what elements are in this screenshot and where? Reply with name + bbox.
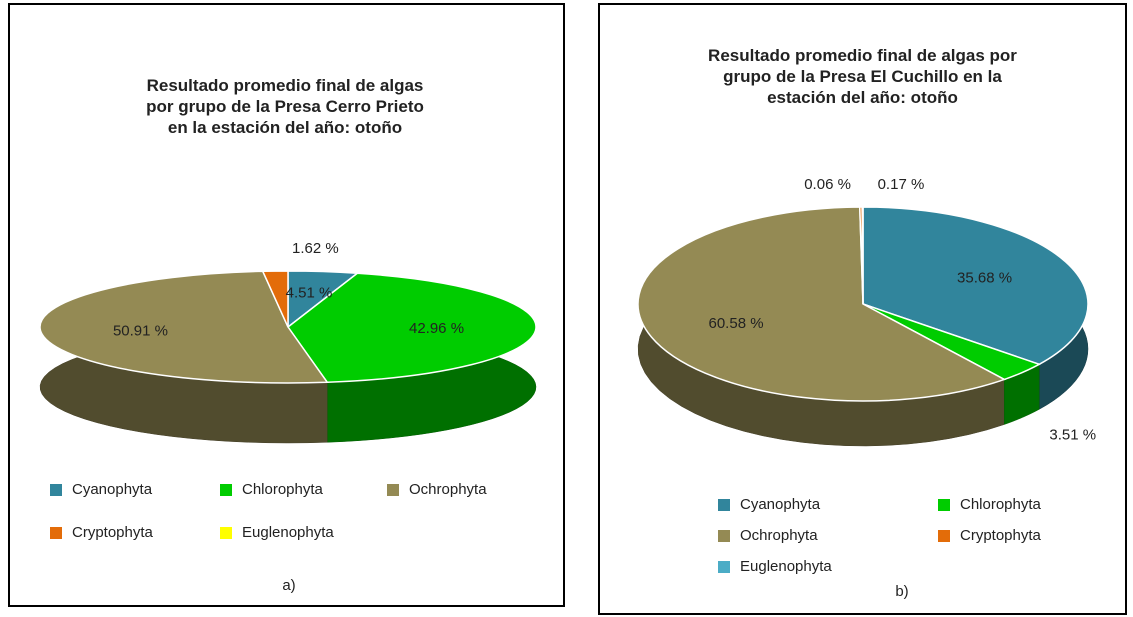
pie-slice — [862, 206, 1089, 366]
legend-label: Chlorophyta — [242, 481, 324, 498]
caption: b) — [895, 583, 908, 600]
legend-label: Ochrophyta — [409, 481, 487, 498]
legend-label: Cyanophyta — [72, 481, 153, 498]
chart-title: Resultado promedio final de algas por gr… — [146, 76, 424, 137]
data-label: 4.51 % — [286, 285, 333, 302]
pie-slice — [39, 270, 329, 384]
caption: a) — [282, 577, 295, 594]
data-label: 35.68 % — [957, 270, 1012, 287]
data-label: 42.96 % — [409, 320, 464, 337]
legend-swatch — [718, 530, 730, 542]
legend-swatch — [938, 530, 950, 542]
legend-label: Euglenophyta — [740, 558, 832, 575]
data-label: 0.17 % — [878, 176, 925, 193]
legend-label: Cryptophyta — [960, 527, 1042, 544]
data-label: 60.58 % — [709, 315, 764, 332]
legend-label: Ochrophyta — [740, 527, 818, 544]
chart-title: Resultado promedio final de algas por gr… — [708, 46, 1017, 107]
legend-swatch — [50, 527, 62, 539]
pie-slice — [637, 206, 1007, 402]
chart-panel: Resultado promedio final de algas por gr… — [8, 3, 565, 607]
data-label: 0.06 % — [804, 176, 851, 193]
legend-label: Euglenophyta — [242, 524, 334, 541]
chart: 4.51 % 42.96 % 50.91 % 1.62 % Cyanophyta Chlo… — [39, 240, 537, 594]
legend-swatch — [938, 499, 950, 511]
pie-slice — [261, 270, 289, 328]
legend-swatch — [220, 484, 232, 496]
data-label: 3.51 % — [1049, 426, 1096, 443]
legend-swatch — [50, 484, 62, 496]
data-label: 50.91 % — [113, 322, 168, 339]
legend-swatch — [718, 561, 730, 573]
legend-label: Cryptophyta — [72, 524, 154, 541]
chart: 35.68 % 3.51 % 60.58 % 0.17 % 0.06 % Cyanophy… — [637, 176, 1096, 600]
chart-panel: Resultado promedio final de algas por gr… — [598, 3, 1127, 615]
pie-slice — [861, 206, 864, 305]
pie-slice — [286, 272, 537, 384]
data-label: 1.62 % — [292, 240, 339, 257]
legend-label: Cyanophyta — [740, 496, 821, 513]
legend-swatch — [220, 527, 232, 539]
legend-swatch — [718, 499, 730, 511]
legend-swatch — [387, 484, 399, 496]
legend-label: Chlorophyta — [960, 496, 1042, 513]
